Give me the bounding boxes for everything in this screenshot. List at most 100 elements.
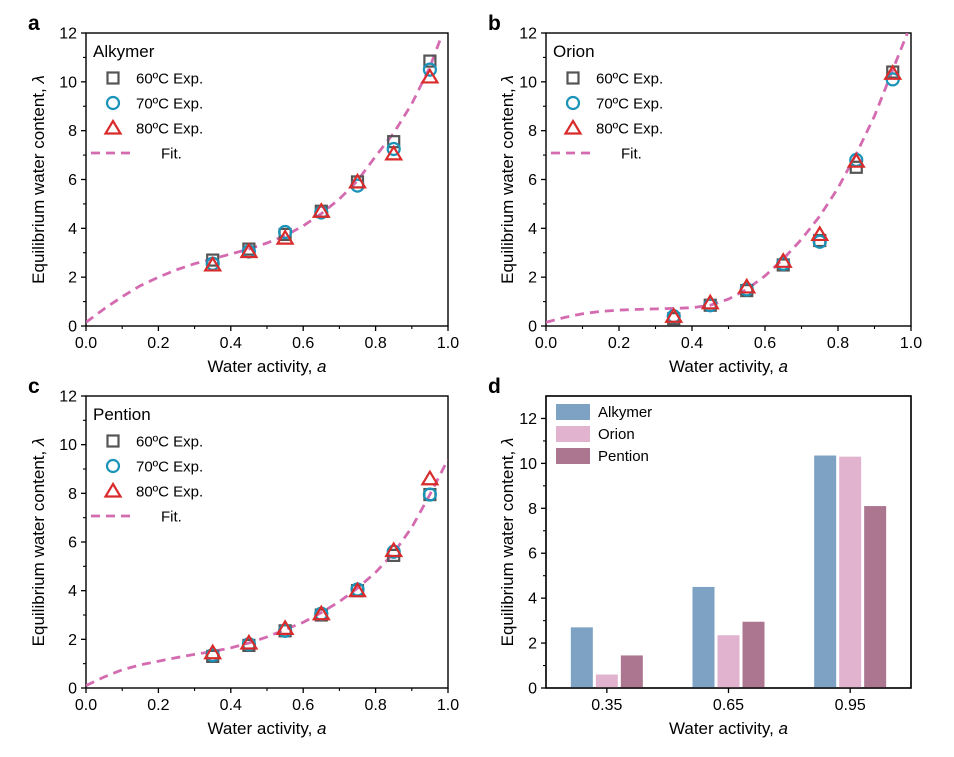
- y-tick-label: 6: [528, 546, 537, 563]
- data-point-triangle: [846, 152, 866, 168]
- y-tick-label: 4: [528, 591, 537, 608]
- x-axis-title: Water activity, a: [207, 357, 326, 376]
- panel-letter: d: [488, 375, 501, 398]
- y-tick-label: 6: [68, 535, 77, 552]
- x-axis-title-variable: a: [779, 357, 788, 376]
- y-tick-label: 4: [528, 221, 537, 238]
- bar-pention: [742, 621, 765, 688]
- bar-pention: [864, 506, 887, 688]
- legend-label: 60ºC Exp.: [136, 434, 203, 451]
- y-axis-title-text: Equilibrium water content,: [29, 84, 48, 284]
- legend-marker: [105, 458, 121, 474]
- x-tick-label: 1.0: [900, 335, 922, 352]
- legend-marker: [563, 118, 583, 135]
- bar-orion: [595, 674, 618, 688]
- panel-title: Orion: [553, 42, 595, 61]
- panel-letter: a: [28, 12, 40, 35]
- x-tick-label: 0.4: [220, 697, 242, 714]
- y-tick-label: 12: [519, 26, 537, 43]
- y-axis-title: Equilibrium water content, λ: [498, 438, 517, 647]
- x-axis-title-text: Water activity,: [207, 357, 317, 376]
- y-tick-label: 12: [59, 389, 77, 406]
- panel-letter: c: [28, 375, 40, 398]
- legend-marker: [105, 95, 121, 111]
- x-tick-label: 1.0: [437, 697, 459, 714]
- data-point-triangle: [311, 202, 331, 218]
- panel-title: Pention: [93, 405, 151, 424]
- y-tick-label: 2: [68, 270, 77, 287]
- x-tick-label: 0.6: [292, 335, 314, 352]
- bar-alkymer: [814, 455, 837, 688]
- x-tick-label: 0.6: [292, 697, 314, 714]
- y-tick-label: 0: [68, 681, 77, 698]
- y-tick-label: 0: [528, 681, 537, 698]
- x-tick-label: 0.6: [754, 335, 776, 352]
- data-point-triangle: [700, 293, 720, 310]
- x-axis-title-variable: a: [779, 719, 788, 738]
- bar-alkymer: [570, 627, 593, 688]
- y-tick-label: 8: [528, 123, 537, 140]
- x-tick-label: 1.0: [437, 335, 459, 352]
- y-axis-title-variable: λ: [498, 438, 517, 447]
- x-tick-label: 0.95: [835, 697, 866, 714]
- legend-label: Pention: [598, 448, 649, 465]
- data-point-triangle: [810, 225, 830, 242]
- data-point-circle: [422, 62, 437, 77]
- data-point-triangle: [275, 619, 295, 635]
- y-tick-label: 2: [528, 636, 537, 653]
- data-point-circle: [422, 487, 437, 502]
- bar-orion: [717, 635, 740, 688]
- x-tick-label: 0.0: [535, 335, 557, 352]
- x-axis-title-text: Water activity,: [669, 357, 779, 376]
- legend-swatch: [556, 404, 590, 420]
- x-tick-label: 0.4: [220, 335, 242, 352]
- data-point-square: [423, 54, 437, 68]
- y-tick-label: 8: [68, 486, 77, 503]
- y-axis-title-text: Equilibrium water content,: [498, 84, 517, 284]
- y-tick-label: 10: [59, 437, 77, 454]
- x-axis-title-text: Water activity,: [669, 719, 779, 738]
- x-tick-label: 0.0: [75, 335, 97, 352]
- y-tick-label: 4: [68, 221, 77, 238]
- legend-marker: [106, 71, 120, 85]
- panel-a: a 0 2 4 6 8 10 12 Equilibrium water content, λ Wa…: [28, 12, 459, 376]
- legend-label: 60ºC Exp.: [596, 71, 663, 88]
- y-axis-title: Equilibrium water content, λ: [498, 75, 517, 284]
- x-axis-title-variable: a: [317, 719, 326, 738]
- data-point-triangle: [203, 643, 223, 660]
- legend-label: 60ºC Exp.: [136, 71, 203, 88]
- data-point-triangle: [883, 64, 903, 80]
- y-tick-label: 6: [68, 172, 77, 189]
- data-point-triangle: [239, 242, 259, 259]
- data-point-triangle: [773, 252, 793, 268]
- bar-orion: [839, 456, 862, 688]
- legend-marker: [103, 118, 123, 135]
- data-point-triangle: [275, 228, 295, 245]
- y-tick-label: 8: [68, 123, 77, 140]
- legend-swatch: [556, 448, 590, 464]
- data-point-triangle: [348, 172, 367, 189]
- panel-letter: b: [488, 12, 501, 35]
- x-axis-title-variable: a: [317, 357, 326, 376]
- legend-swatch: [556, 426, 590, 442]
- legend-label: 70ºC Exp.: [596, 96, 663, 113]
- y-tick-label: 8: [528, 501, 537, 518]
- x-tick-label: 0.8: [827, 335, 849, 352]
- bar-pention: [620, 655, 643, 688]
- data-point-triangle: [311, 604, 331, 621]
- legend-label: Fit.: [621, 146, 642, 163]
- legend-label: Orion: [598, 426, 635, 443]
- y-axis-title-variable: λ: [498, 75, 517, 84]
- data-point-triangle: [384, 541, 404, 558]
- plot-frame-top: [545, 395, 912, 689]
- data-point-circle: [386, 141, 401, 157]
- y-tick-label: 10: [59, 74, 77, 91]
- legend-label: 80ºC Exp.: [596, 121, 663, 138]
- data-point-circle: [812, 234, 827, 249]
- y-axis-title: Equilibrium water content, λ: [29, 438, 48, 647]
- y-axis-title-variable: λ: [29, 75, 48, 84]
- panel-b: b 0 2 4 6 8 10 12 Equilibrium water content, λ Wa…: [488, 12, 922, 376]
- legend-marker: [566, 71, 580, 85]
